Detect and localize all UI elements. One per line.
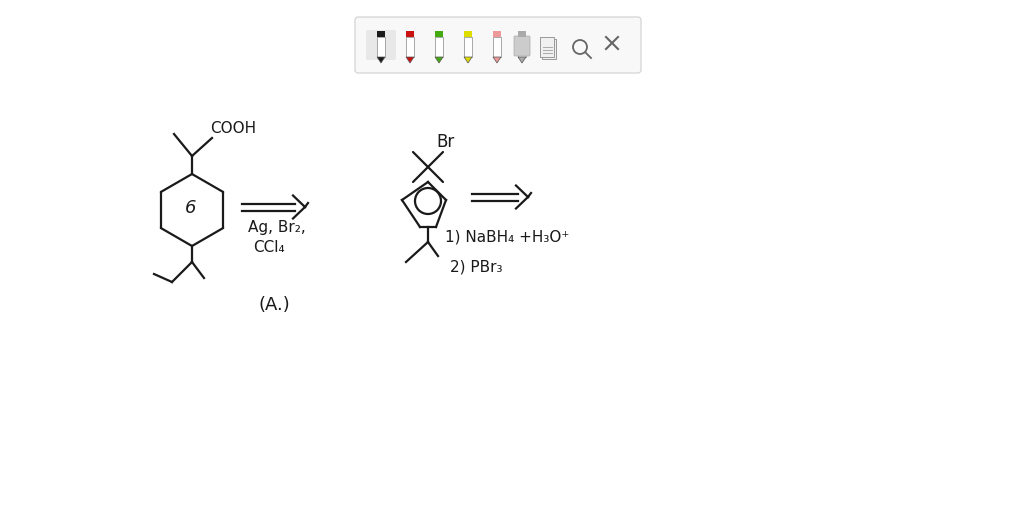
FancyBboxPatch shape: [493, 37, 501, 57]
Text: COOH: COOH: [210, 121, 256, 136]
Text: Br: Br: [436, 133, 455, 151]
FancyBboxPatch shape: [435, 31, 443, 37]
Text: (A.): (A.): [258, 296, 290, 314]
Text: 6: 6: [185, 199, 197, 217]
FancyBboxPatch shape: [540, 37, 554, 57]
Polygon shape: [377, 57, 385, 63]
FancyBboxPatch shape: [518, 31, 526, 37]
FancyBboxPatch shape: [542, 39, 556, 59]
Polygon shape: [435, 57, 443, 63]
FancyBboxPatch shape: [355, 17, 641, 73]
Text: 1) NaBH₄ +H₃O⁺: 1) NaBH₄ +H₃O⁺: [445, 230, 569, 245]
FancyBboxPatch shape: [377, 31, 385, 37]
FancyBboxPatch shape: [493, 31, 501, 37]
Polygon shape: [464, 57, 472, 63]
FancyBboxPatch shape: [514, 36, 530, 56]
FancyBboxPatch shape: [377, 37, 385, 57]
FancyBboxPatch shape: [366, 30, 396, 60]
Text: CCl₄: CCl₄: [253, 240, 285, 255]
FancyBboxPatch shape: [406, 37, 414, 57]
Text: 2) PBr₃: 2) PBr₃: [450, 260, 503, 275]
Polygon shape: [518, 57, 526, 63]
Polygon shape: [406, 57, 414, 63]
Polygon shape: [493, 57, 501, 63]
FancyBboxPatch shape: [464, 37, 472, 57]
FancyBboxPatch shape: [518, 37, 526, 57]
FancyBboxPatch shape: [464, 31, 472, 37]
FancyBboxPatch shape: [435, 37, 443, 57]
FancyBboxPatch shape: [406, 31, 414, 37]
Text: Ag, Br₂,: Ag, Br₂,: [248, 220, 306, 235]
